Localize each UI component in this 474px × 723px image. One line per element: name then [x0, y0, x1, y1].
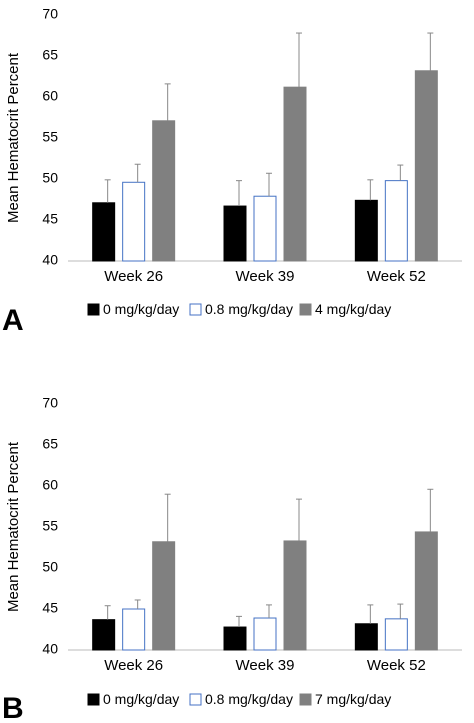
- legend-label: 0.8 mg/kg/day: [205, 691, 293, 707]
- x-tick-label: Week 52: [367, 268, 426, 285]
- bar: [384, 618, 408, 651]
- bar: [414, 531, 438, 651]
- y-tick-label: 50: [42, 170, 58, 186]
- bar: [384, 180, 408, 262]
- x-tick-label: Week 39: [236, 268, 295, 285]
- bar: [152, 541, 176, 651]
- bar: [283, 86, 307, 262]
- legend-swatch: [189, 303, 202, 316]
- bar: [223, 205, 247, 262]
- y-tick-label: 60: [42, 88, 58, 104]
- y-tick-label: 40: [42, 641, 58, 657]
- bar: [253, 195, 277, 262]
- y-tick-label: 60: [42, 477, 58, 493]
- legend-label: 7 mg/kg/day: [315, 691, 391, 707]
- bar: [92, 619, 116, 651]
- bar: [414, 70, 438, 262]
- bar: [223, 626, 247, 651]
- x-tick-label: Week 39: [236, 657, 295, 674]
- panel-label: B: [2, 692, 24, 723]
- y-tick-label: 55: [42, 518, 58, 534]
- legend-swatch: [189, 693, 202, 706]
- y-tick-label: 70: [42, 395, 58, 411]
- y-tick-label: 65: [42, 47, 58, 63]
- y-tick-label: 40: [42, 252, 58, 268]
- y-axis-label: Mean Hematocrit Percent: [5, 441, 22, 612]
- panel-label: A: [2, 304, 24, 337]
- y-tick-label: 50: [42, 559, 58, 575]
- bar: [354, 623, 378, 651]
- legend-swatch: [87, 303, 100, 316]
- legend-swatch: [299, 693, 312, 706]
- y-axis-label: Mean Hematocrit Percent: [5, 52, 22, 223]
- bar: [122, 608, 146, 651]
- bar: [283, 540, 307, 651]
- bar: [122, 181, 146, 262]
- legend-swatch: [87, 693, 100, 706]
- x-tick-label: Week 26: [104, 657, 163, 674]
- legend-label: 0 mg/kg/day: [103, 301, 179, 317]
- bar: [354, 199, 378, 262]
- bar: [92, 202, 116, 262]
- y-tick-label: 55: [42, 129, 58, 145]
- bar: [152, 120, 176, 262]
- y-tick-label: 70: [42, 6, 58, 22]
- legend-label: 4 mg/kg/day: [315, 301, 391, 317]
- y-tick-label: 45: [42, 600, 58, 616]
- x-tick-label: Week 26: [104, 268, 163, 285]
- y-tick-label: 45: [42, 211, 58, 227]
- y-tick-label: 65: [42, 436, 58, 452]
- legend-label: 0 mg/kg/day: [103, 691, 179, 707]
- bar: [253, 617, 277, 651]
- legend-label: 0.8 mg/kg/day: [205, 301, 293, 317]
- legend-swatch: [299, 303, 312, 316]
- x-tick-label: Week 52: [367, 657, 426, 674]
